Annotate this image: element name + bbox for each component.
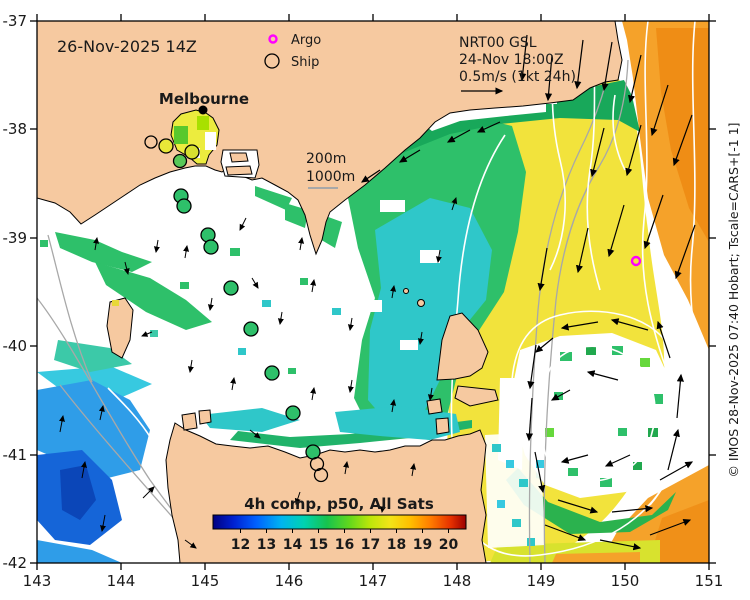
velocity-key-line2: 24-Nov 18:00Z xyxy=(459,52,564,68)
weak-current-arrows xyxy=(59,197,458,549)
city-label: Melbourne xyxy=(159,90,249,108)
cloud-gaps xyxy=(360,88,676,548)
colorbar-tick-marks xyxy=(240,529,449,533)
x-axis-labels: 143 144 145 146 147 148 149 150 151 xyxy=(23,572,724,590)
king-island xyxy=(106,297,134,359)
ship-legend-icon xyxy=(264,53,280,69)
axis-tick-marks xyxy=(30,14,716,570)
svg-text:150: 150 xyxy=(611,572,640,590)
velocity-key-line3: 0.5m/s (1kt 24h) xyxy=(459,69,576,85)
svg-text:12: 12 xyxy=(231,537,250,553)
current-arrows xyxy=(361,34,696,551)
svg-text:147: 147 xyxy=(359,572,388,590)
french-island xyxy=(229,152,249,163)
svg-text:148: 148 xyxy=(443,572,472,590)
contour-200m-label: 200m xyxy=(306,151,346,167)
credit-text: © IMOS 28-Nov-2025 07:40 Hobart; Tscale=… xyxy=(726,122,741,477)
svg-text:18: 18 xyxy=(387,537,406,553)
svg-text:17: 17 xyxy=(361,537,380,553)
islet-bass xyxy=(403,288,409,294)
svg-text:14: 14 xyxy=(283,537,303,553)
argo-legend-label: Argo xyxy=(291,33,321,48)
svg-text:146: 146 xyxy=(275,572,304,590)
ship-observations xyxy=(144,135,329,483)
contour-1000m-label: 1000m xyxy=(306,169,355,185)
svg-text:16: 16 xyxy=(335,537,354,553)
svg-text:143: 143 xyxy=(23,572,52,590)
y-axis-labels: -37 -38 -39 -40 -41 -42 xyxy=(3,12,28,572)
obs-legend: Argo Ship xyxy=(264,33,321,70)
contour-key: 200m 1000m xyxy=(306,151,355,189)
colorbar: 4h comp, p50, All Sats 12 13 14 15 16 17… xyxy=(212,495,467,553)
svg-text:151: 151 xyxy=(695,572,724,590)
svg-text:13: 13 xyxy=(257,537,276,553)
sst-scattered-patches xyxy=(40,232,460,440)
velocity-key: NRT00 GSL 24-Nov 18:00Z 0.5m/s (1kt 24h) xyxy=(459,35,576,95)
svg-text:-41: -41 xyxy=(3,446,28,464)
argo-legend-icon xyxy=(268,34,278,44)
svg-text:-39: -39 xyxy=(3,229,28,247)
svg-text:144: 144 xyxy=(107,572,136,590)
phillip-island xyxy=(225,165,253,176)
svg-text:149: 149 xyxy=(527,572,556,590)
svg-text:145: 145 xyxy=(191,572,220,590)
hunter-island xyxy=(181,412,198,431)
city-dot xyxy=(198,105,208,115)
ship-legend-label: Ship xyxy=(291,55,319,70)
small-island-b xyxy=(435,417,450,435)
colorbar-title: 4h comp, p50, All Sats xyxy=(244,495,434,513)
three-hummock-island xyxy=(198,409,212,425)
velocity-key-line1: NRT00 GSL xyxy=(459,35,537,51)
svg-text:20: 20 xyxy=(439,537,459,553)
city-marker: Melbourne xyxy=(159,90,249,115)
svg-text:-38: -38 xyxy=(3,120,28,138)
svg-text:15: 15 xyxy=(309,537,328,553)
svg-text:-37: -37 xyxy=(3,12,28,30)
svg-text:-42: -42 xyxy=(3,554,28,572)
svg-text:-40: -40 xyxy=(3,337,28,355)
cape-barren-island xyxy=(454,385,499,407)
flinders-island xyxy=(436,312,489,381)
colorbar-tick-labels: 12 13 14 15 16 17 18 19 20 xyxy=(231,537,459,553)
landmass-victoria xyxy=(37,21,623,256)
small-island-a xyxy=(426,398,443,415)
argo-float-marker xyxy=(630,255,642,267)
kent-group-island xyxy=(417,299,425,307)
colorbar-gradient xyxy=(212,514,467,530)
svg-text:19: 19 xyxy=(413,537,432,553)
map-timestamp: 26-Nov-2025 14Z xyxy=(57,37,197,56)
